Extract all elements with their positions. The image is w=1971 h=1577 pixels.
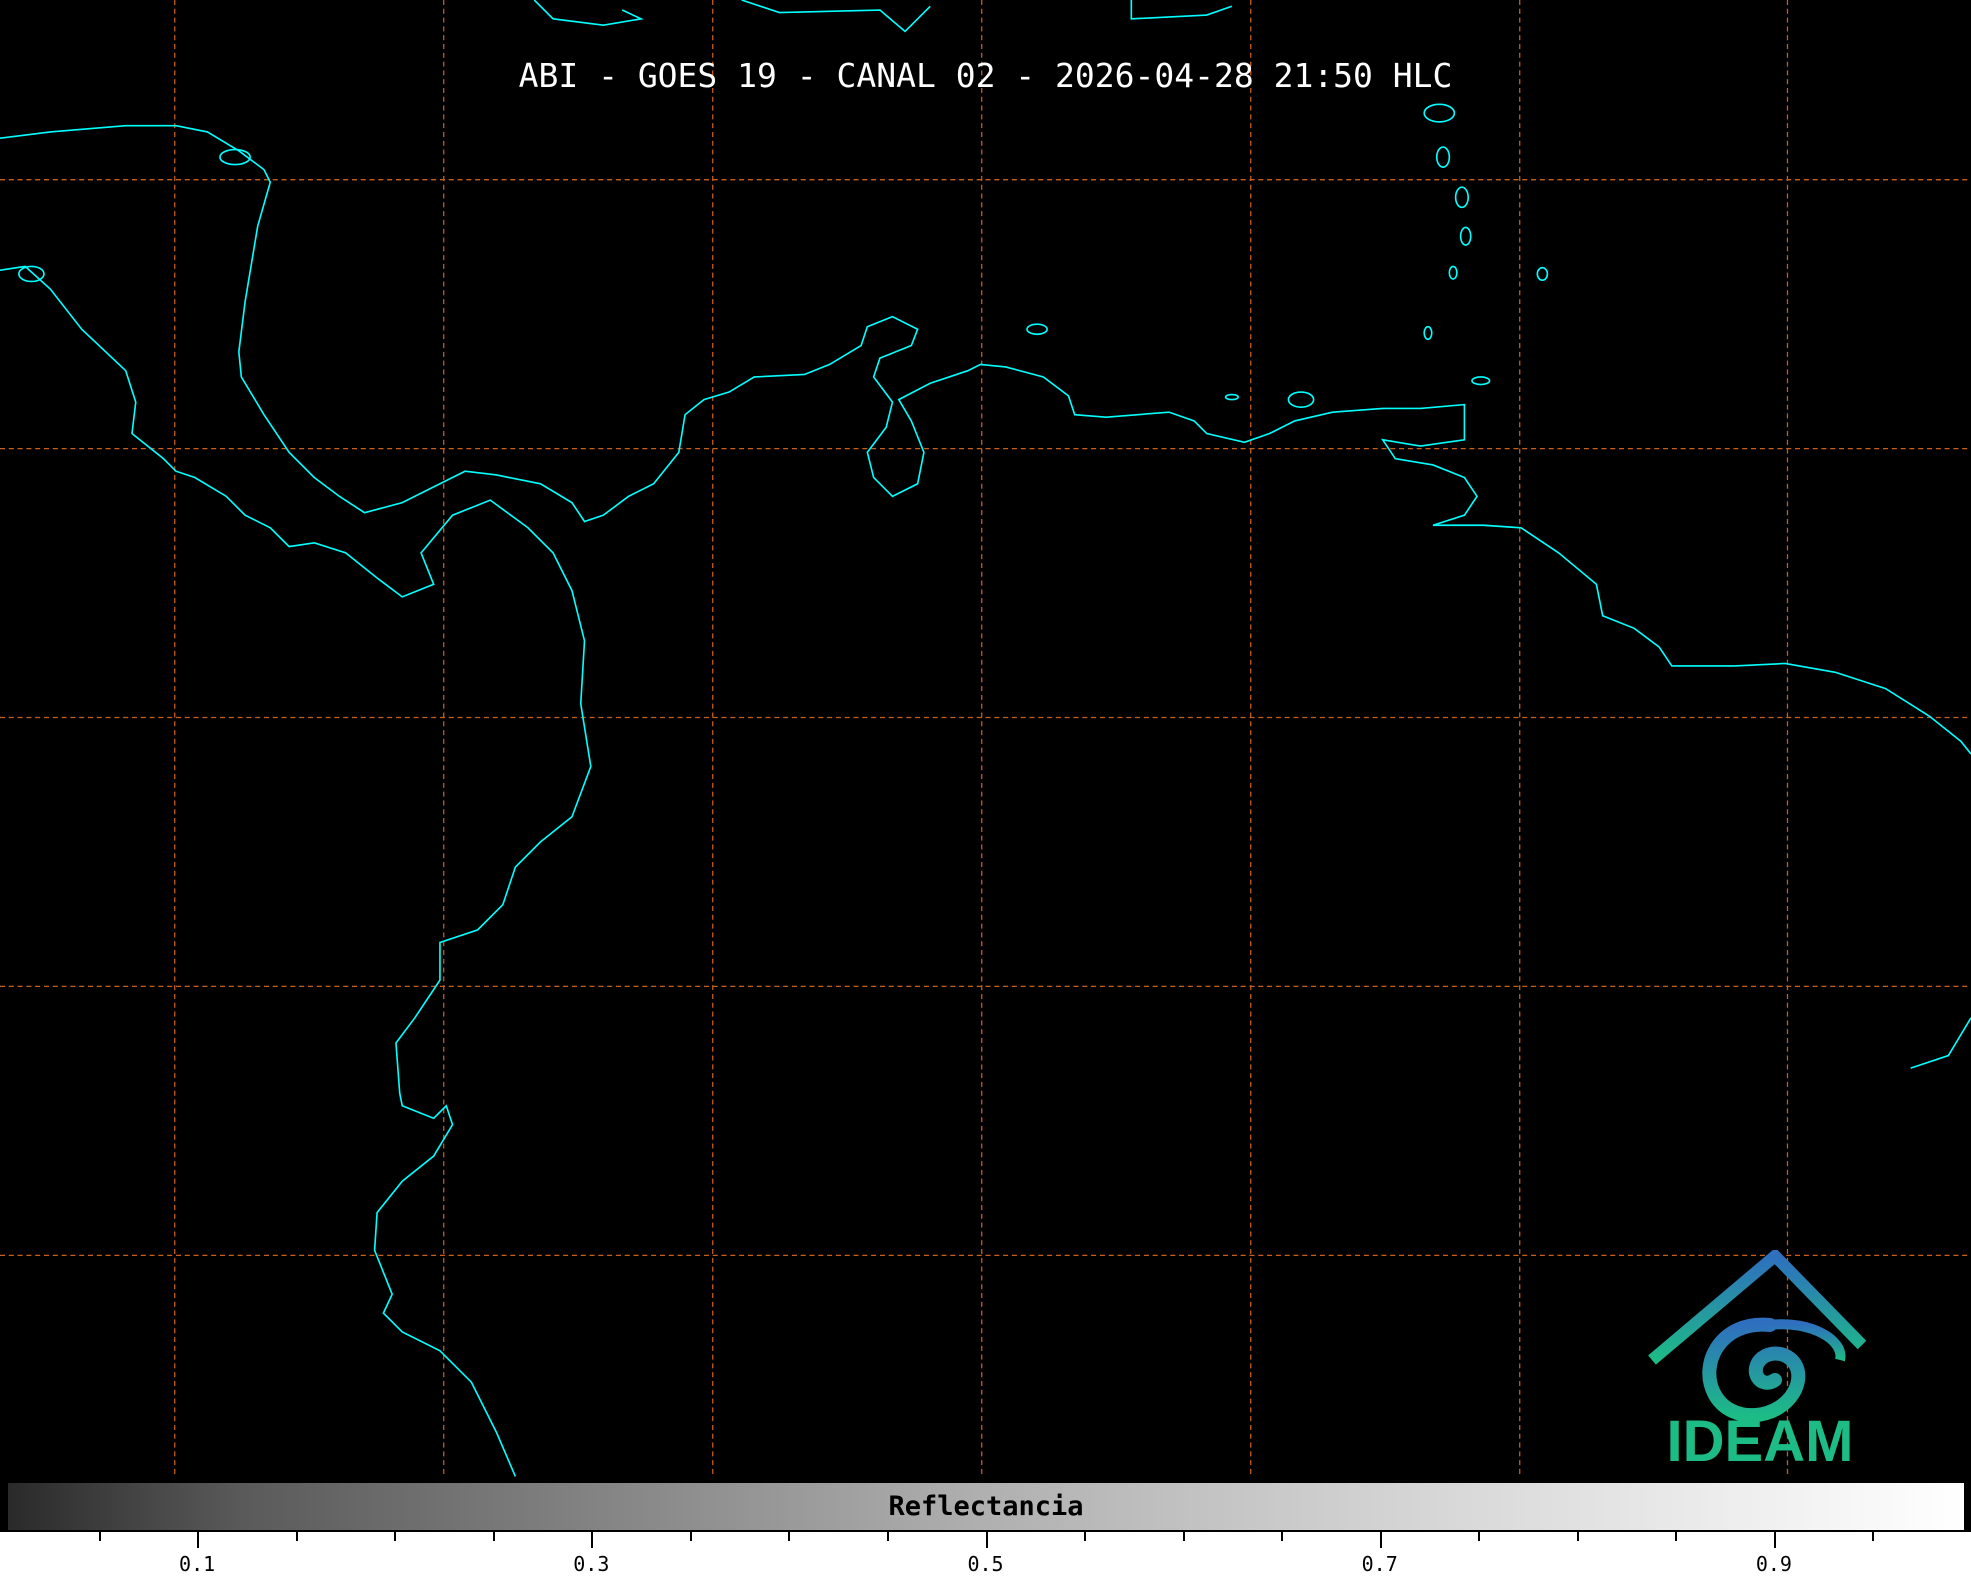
pacific-coast — [0, 265, 592, 1477]
minor-tick — [689, 1532, 692, 1541]
minor-tick — [1872, 1532, 1875, 1541]
minor-tick — [788, 1532, 791, 1541]
tick-label: 0.9 — [1755, 1552, 1792, 1576]
island — [219, 148, 251, 166]
roof-shape — [1648, 1250, 1867, 1365]
major-tick — [1379, 1532, 1382, 1548]
colorbar-label: Reflectancia — [888, 1491, 1084, 1522]
map-title: ABI - GOES 19 - CANAL 02 - 2026-04-28 21… — [518, 56, 1453, 95]
minor-tick — [98, 1532, 101, 1541]
tick-label: 0.3 — [573, 1552, 610, 1576]
island — [1448, 265, 1458, 280]
island — [1910, 1017, 1971, 1069]
island — [1287, 391, 1315, 408]
colorbar-axis: 0.1 0.3 0.5 0.7 0.9 — [0, 1532, 1971, 1577]
minor-tick — [295, 1532, 298, 1541]
island — [1423, 103, 1456, 123]
island — [1471, 376, 1491, 386]
tick-label: 0.1 — [179, 1552, 216, 1576]
colorbar: Reflectancia — [6, 1481, 1966, 1532]
minor-tick — [1084, 1532, 1087, 1541]
island — [1026, 323, 1048, 336]
island — [18, 265, 45, 283]
island — [741, 0, 931, 33]
major-tick — [985, 1532, 988, 1548]
island — [1454, 186, 1470, 209]
minor-tick — [492, 1532, 495, 1541]
ideam-logo — [1648, 1250, 1867, 1423]
island — [1459, 226, 1472, 246]
minor-tick — [394, 1532, 397, 1541]
island — [1536, 266, 1549, 282]
spiral-shape — [1702, 1317, 1806, 1423]
tick-label: 0.7 — [1361, 1552, 1398, 1576]
minor-tick — [886, 1532, 889, 1541]
island — [1435, 146, 1451, 168]
island — [1224, 393, 1239, 401]
major-tick — [591, 1532, 594, 1548]
minor-tick — [1182, 1532, 1185, 1541]
island — [533, 0, 644, 26]
coastlines — [0, 0, 1971, 1477]
island — [1130, 0, 1233, 20]
major-tick — [197, 1532, 200, 1548]
minor-tick — [1281, 1532, 1284, 1541]
logo-text: IDEAM — [1666, 1409, 1854, 1474]
spiral-arm — [1769, 1319, 1846, 1362]
tick-label: 0.5 — [967, 1552, 1004, 1576]
minor-tick — [1478, 1532, 1481, 1541]
island — [1423, 325, 1433, 341]
gridlines — [0, 0, 1971, 1477]
minor-tick — [1576, 1532, 1579, 1541]
minor-tick — [1675, 1532, 1678, 1541]
major-tick — [1773, 1532, 1776, 1548]
caribbean-coast — [0, 124, 1971, 755]
